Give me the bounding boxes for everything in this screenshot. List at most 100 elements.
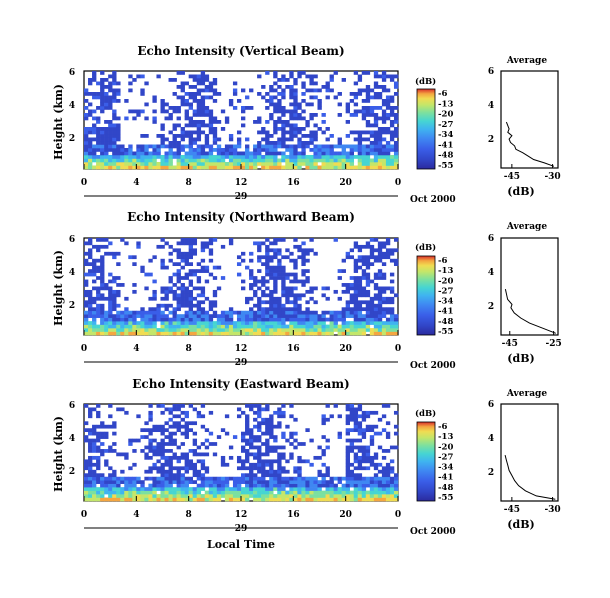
heatmap-cell	[245, 300, 250, 305]
heatmap-cell	[305, 314, 310, 318]
heatmap-cell	[369, 459, 375, 464]
heatmap-cell	[285, 137, 290, 142]
heatmap-cell	[301, 158, 306, 163]
heatmap-cell	[176, 473, 181, 478]
heatmap-cell	[293, 265, 298, 270]
heatmap-cell	[200, 241, 206, 246]
heatmap-cell	[257, 244, 262, 249]
heatmap-cell	[313, 310, 318, 315]
heatmap-cell	[228, 144, 234, 149]
heatmap-cell	[253, 324, 258, 329]
heatmap-cell	[317, 494, 322, 498]
heatmap-cell	[297, 494, 302, 498]
heatmap-cell	[389, 307, 395, 312]
heatmap-cell	[329, 134, 334, 138]
heatmap-cell	[305, 123, 310, 128]
heatmap-cell	[289, 92, 294, 96]
heatmap-cell	[152, 255, 157, 260]
heatmap-cell	[257, 303, 262, 308]
heatmap-cell	[160, 473, 165, 478]
heatmap-cell	[120, 328, 125, 332]
heatmap-cell	[88, 407, 93, 412]
heatmap-cell	[373, 134, 379, 138]
heatmap-cell	[261, 417, 266, 422]
heatmap-cell	[176, 262, 181, 267]
heatmap-cell	[208, 410, 214, 415]
heatmap-cell	[148, 494, 153, 498]
heatmap-cell	[297, 162, 302, 166]
heatmap-cell	[168, 497, 173, 502]
heatmap-cell	[389, 310, 395, 315]
heatmap-cell	[241, 258, 246, 263]
heatmap-cell	[261, 165, 266, 170]
heatmap-cell	[176, 483, 181, 488]
heatmap-cell	[361, 497, 367, 502]
heatmap-cell	[108, 449, 113, 453]
heatmap-cell	[265, 120, 270, 124]
heatmap-cell	[245, 314, 250, 318]
heatmap-cell	[164, 473, 169, 478]
heatmap-cell	[245, 428, 250, 433]
heatmap-cell	[212, 99, 218, 103]
heatmap-cell	[84, 251, 89, 256]
heatmap-cell	[200, 462, 206, 467]
heatmap-cell	[212, 293, 218, 298]
heatmap-cell	[365, 317, 371, 322]
heatmap-cell	[269, 255, 274, 260]
heatmap-cell	[361, 258, 367, 263]
heatmap-cell	[361, 449, 367, 453]
heatmap-cell	[216, 490, 222, 495]
heatmap-cell	[164, 421, 169, 426]
heatmap-cell	[277, 421, 282, 426]
heatmap-cell	[257, 407, 262, 412]
heatmap-cell	[100, 449, 105, 453]
heatmap-cell	[140, 74, 145, 79]
heatmap-cell	[92, 279, 97, 284]
heatmap-cell	[253, 445, 258, 450]
heatmap-cell	[361, 255, 367, 260]
heatmap-cell	[152, 428, 157, 433]
heatmap-cell	[253, 487, 258, 491]
heatmap-cell	[281, 303, 286, 308]
heatmap-cell	[369, 300, 375, 305]
heatmap-cell	[176, 144, 181, 149]
heatmap-cell	[136, 487, 141, 491]
heatmap-cell	[136, 244, 141, 249]
heatmap-cell	[224, 120, 230, 124]
heatmap-cell	[168, 469, 173, 474]
heatmap-cell	[277, 445, 282, 450]
heatmap-cell	[321, 113, 326, 117]
heatmap-cell	[265, 428, 270, 433]
heatmap-cell	[236, 314, 242, 318]
heatmap-cell	[381, 455, 387, 460]
average-y-tick-label: 6	[488, 67, 494, 77]
heatmap-cell	[289, 95, 294, 100]
heatmap-cell	[204, 494, 210, 498]
heatmap-cell	[385, 449, 391, 453]
heatmap-cell	[249, 324, 254, 329]
heatmap-cell	[208, 241, 214, 246]
heatmap-cell	[325, 497, 330, 502]
heatmap-cell	[184, 251, 189, 256]
heatmap-cell	[220, 317, 226, 322]
heatmap-cell	[144, 144, 149, 149]
heatmap-cell	[357, 321, 363, 325]
y-tick-label: 6	[69, 235, 75, 245]
heatmap-cell	[172, 272, 177, 277]
heatmap-cell	[136, 148, 141, 152]
heatmap-cell	[389, 466, 395, 471]
heatmap-cell	[381, 300, 387, 305]
heatmap-cell	[164, 137, 169, 142]
heatmap-cell	[317, 473, 322, 478]
heatmap-cell	[88, 487, 93, 491]
heatmap-cell	[152, 314, 157, 318]
heatmap-cell	[329, 331, 334, 336]
heatmap-cell	[96, 435, 101, 439]
heatmap-cell	[305, 141, 310, 145]
heatmap-cell	[168, 144, 173, 149]
heatmap-cell	[152, 331, 157, 336]
heatmap-cell	[293, 262, 298, 267]
heatmap-cell	[152, 462, 157, 467]
heatmap-cell	[381, 314, 387, 318]
